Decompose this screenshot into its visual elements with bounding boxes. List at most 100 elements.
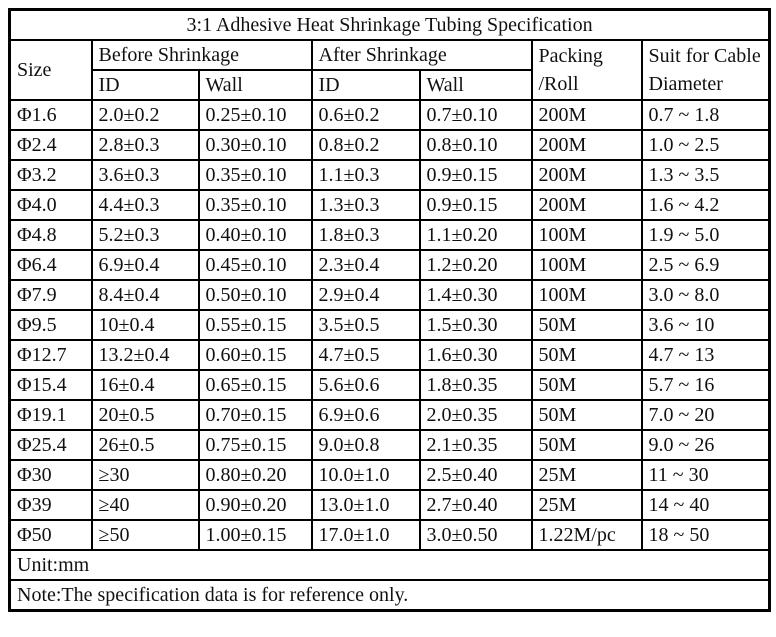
cell-before-wall: 0.35±0.10 [197, 159, 313, 191]
cell-before-id: 26±0.5 [90, 429, 200, 461]
table-row: Φ9.5 10±0.4 0.55±0.15 3.5±0.5 1.5±0.30 50M 3.6… [8, 309, 771, 341]
cell-cable: 1.0 ~ 2.5 [640, 129, 771, 161]
table-row: Φ25.4 26±0.5 0.75±0.15 9.0±0.8 2.1±0.35 50M 9.… [8, 429, 771, 461]
spec-table: 3:1 Adhesive Heat Shrinkage Tubing Speci… [8, 8, 772, 612]
cell-after-wall: 2.0±0.35 [418, 399, 533, 431]
cell-after-wall: 1.6±0.30 [418, 339, 533, 371]
cell-cable: 3.6 ~ 10 [640, 309, 771, 341]
cell-after-wall: 1.8±0.35 [418, 369, 533, 401]
cell-size: Φ30 [8, 459, 93, 491]
cell-after-wall: 1.5±0.30 [418, 309, 533, 341]
cell-before-wall: 0.45±0.10 [197, 249, 313, 281]
cell-after-id: 17.0±1.0 [310, 519, 421, 551]
cell-size: Φ25.4 [8, 429, 93, 461]
cell-cable: 4.7 ~ 13 [640, 339, 771, 371]
cell-packing: 25M [530, 489, 643, 521]
cell-before-wall: 0.90±0.20 [197, 489, 313, 521]
title-row: 3:1 Adhesive Heat Shrinkage Tubing Speci… [8, 8, 771, 41]
cell-after-wall: 3.0±0.50 [418, 519, 533, 551]
cell-after-wall: 0.9±0.15 [418, 159, 533, 191]
cell-after-id: 10.0±1.0 [310, 459, 421, 491]
cell-packing: 200M [530, 159, 643, 191]
cell-packing: 100M [530, 249, 643, 281]
col-header-size: Size [8, 39, 93, 101]
cell-size: Φ4.0 [8, 189, 93, 221]
table-row: Φ2.4 2.8±0.3 0.30±0.10 0.8±0.2 0.8±0.10 200M 1… [8, 129, 771, 161]
unit-row: Unit:mm [8, 549, 771, 581]
table-row: Φ39 ≥40 0.90±0.20 13.0±1.0 2.7±0.40 25M 14 ~ 4… [8, 489, 771, 521]
cell-after-wall: 0.7±0.10 [418, 99, 533, 131]
cell-packing: 100M [530, 219, 643, 251]
cell-before-wall: 0.70±0.15 [197, 399, 313, 431]
cell-packing: 50M [530, 339, 643, 371]
cell-size: Φ19.1 [8, 399, 93, 431]
table-head: 3:1 Adhesive Heat Shrinkage Tubing Speci… [8, 8, 771, 101]
cell-before-wall: 0.30±0.10 [197, 129, 313, 161]
note-row: Note:The specification data is for refer… [8, 579, 771, 612]
cell-cable: 2.5 ~ 6.9 [640, 249, 771, 281]
page-title: 3:1 Adhesive Heat Shrinkage Tubing Speci… [8, 8, 771, 41]
unit-note: Unit:mm [8, 549, 771, 581]
cell-before-wall: 0.35±0.10 [197, 189, 313, 221]
cell-size: Φ15.4 [8, 369, 93, 401]
cell-before-id: 13.2±0.4 [90, 339, 200, 371]
cell-cable: 9.0 ~ 26 [640, 429, 771, 461]
table-footer: Unit:mm Note:The specification data is f… [8, 549, 771, 612]
cell-packing: 200M [530, 129, 643, 161]
col-header-cable-diameter: Suit for Cable Diameter [640, 39, 771, 101]
cell-packing: 50M [530, 369, 643, 401]
cell-before-wall: 0.80±0.20 [197, 459, 313, 491]
cell-size: Φ1.6 [8, 99, 93, 131]
cell-packing: 25M [530, 459, 643, 491]
table-row: Φ6.4 6.9±0.4 0.45±0.10 2.3±0.4 1.2±0.20 100M 2… [8, 249, 771, 281]
cell-after-wall: 2.7±0.40 [418, 489, 533, 521]
table-body: Φ1.6 2.0±0.2 0.25±0.10 0.6±0.2 0.7±0.10 200M 0… [8, 99, 771, 551]
cell-after-wall: 1.1±0.20 [418, 219, 533, 251]
table-row: Φ30 ≥30 0.80±0.20 10.0±1.0 2.5±0.40 25M 11 ~ 3… [8, 459, 771, 491]
cell-before-id: ≥50 [90, 519, 200, 551]
header-row-1: Size Before Shrinkage After Shrinkage Pa… [8, 39, 771, 101]
cell-size: Φ2.4 [8, 129, 93, 161]
cell-after-id: 3.5±0.5 [310, 309, 421, 341]
table-row: Φ7.9 8.4±0.4 0.50±0.10 2.9±0.4 1.4±0.30 100M 3… [8, 279, 771, 311]
table-row: Φ19.1 20±0.5 0.70±0.15 6.9±0.6 2.0±0.35 50M 7.… [8, 399, 771, 431]
cell-after-wall: 2.5±0.40 [418, 459, 533, 491]
table-row: Φ50 ≥50 1.00±0.15 17.0±1.0 3.0±0.50 1.22M/pc 1… [8, 519, 771, 551]
cell-before-id: 2.8±0.3 [90, 129, 200, 161]
cell-before-wall: 0.40±0.10 [197, 219, 313, 251]
cell-after-id: 5.6±0.6 [310, 369, 421, 401]
cell-size: Φ3.2 [8, 159, 93, 191]
table-row: Φ3.2 3.6±0.3 0.35±0.10 1.1±0.3 0.9±0.15 200M 1… [8, 159, 771, 191]
cell-after-id: 4.7±0.5 [310, 339, 421, 371]
col-header-packing-roll: Packing /Roll [530, 39, 643, 101]
cell-packing: 200M [530, 99, 643, 131]
col-header-after-wall: Wall [418, 69, 533, 101]
cell-after-id: 1.3±0.3 [310, 189, 421, 221]
cable-label-line2: Diameter [648, 73, 723, 95]
cell-after-id: 1.1±0.3 [310, 159, 421, 191]
cell-before-id: 3.6±0.3 [90, 159, 200, 191]
cell-before-id: 16±0.4 [90, 369, 200, 401]
cell-before-id: ≥30 [90, 459, 200, 491]
col-header-after-id: ID [310, 69, 421, 101]
cell-size: Φ4.8 [8, 219, 93, 251]
packing-label-line1: Packing [538, 45, 603, 67]
cell-cable: 18 ~ 50 [640, 519, 771, 551]
cell-after-id: 0.6±0.2 [310, 99, 421, 131]
cell-after-id: 1.8±0.3 [310, 219, 421, 251]
cell-after-wall: 1.2±0.20 [418, 249, 533, 281]
cell-packing: 50M [530, 399, 643, 431]
packing-label-line2: /Roll [538, 73, 579, 95]
cell-before-wall: 0.50±0.10 [197, 279, 313, 311]
cell-before-wall: 0.65±0.15 [197, 369, 313, 401]
cell-size: Φ39 [8, 489, 93, 521]
col-header-before-wall: Wall [197, 69, 313, 101]
cell-cable: 0.7 ~ 1.8 [640, 99, 771, 131]
cell-after-id: 2.9±0.4 [310, 279, 421, 311]
cell-after-id: 2.3±0.4 [310, 249, 421, 281]
cell-after-wall: 0.9±0.15 [418, 189, 533, 221]
cell-cable: 7.0 ~ 20 [640, 399, 771, 431]
cell-size: Φ9.5 [8, 309, 93, 341]
table-row: Φ1.6 2.0±0.2 0.25±0.10 0.6±0.2 0.7±0.10 200M 0… [8, 99, 771, 131]
